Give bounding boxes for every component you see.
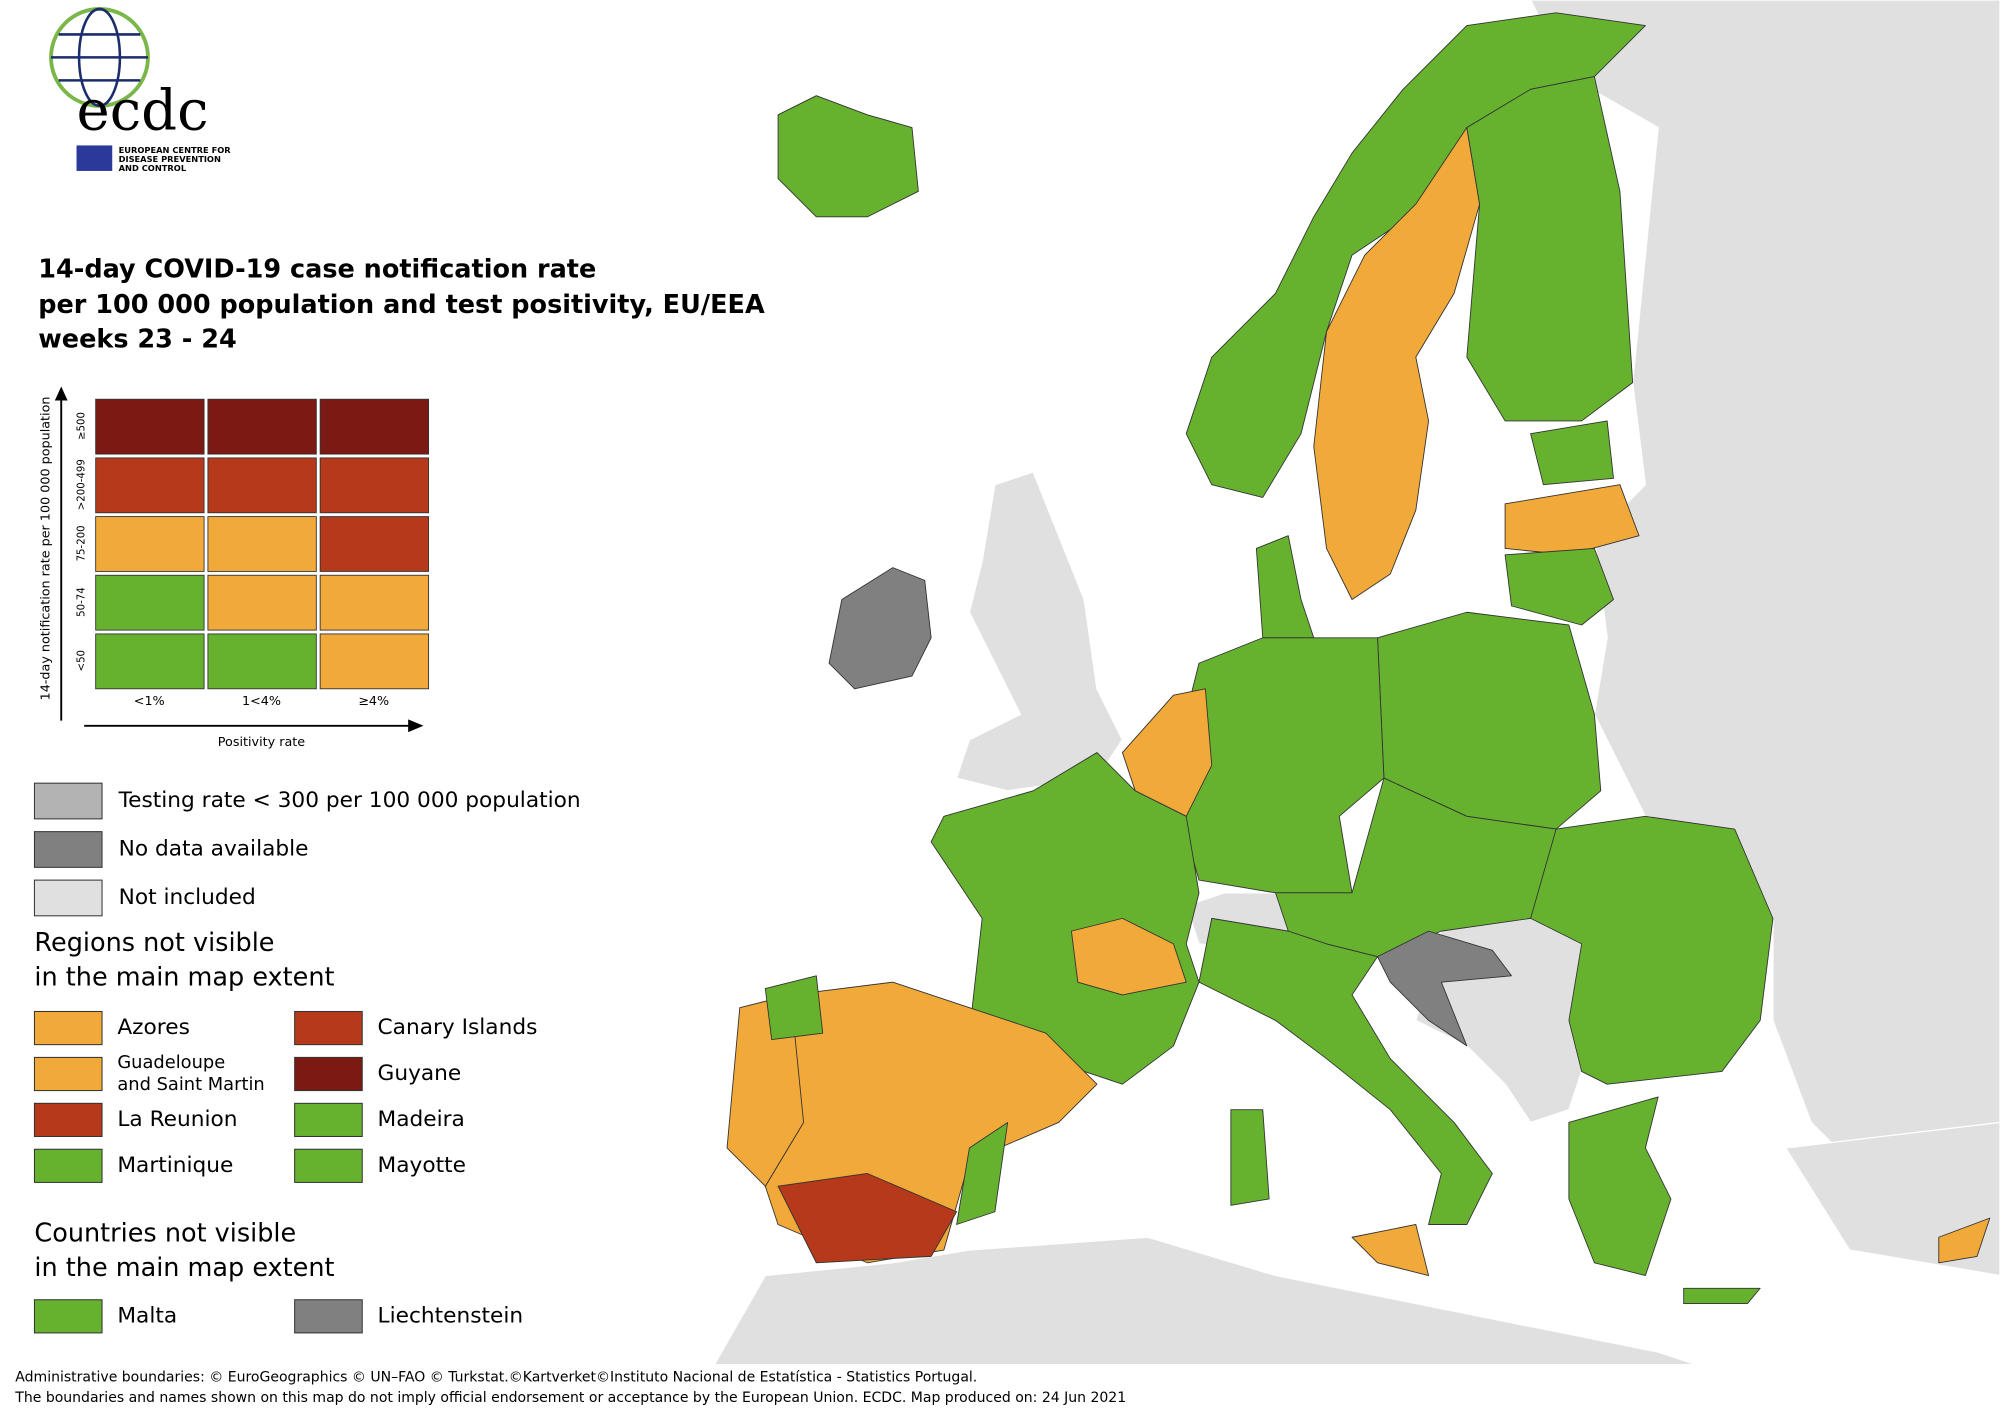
sardinia [1230, 1109, 1270, 1206]
france-centre [1070, 917, 1187, 996]
legend-swatch [33, 782, 103, 820]
matrix-cell [207, 398, 317, 455]
matrix-row-label: >200-499 [77, 459, 88, 510]
footer: The boundaries and names shown on this m… [14, 1390, 1126, 1406]
section-heading: Regions not visible [34, 928, 274, 958]
matrix-cell [207, 633, 317, 690]
legend-swatch [33, 1010, 103, 1046]
matrix-y-label: 14-day notification rate per 100 000 pop… [38, 397, 53, 701]
galicia [764, 975, 824, 1040]
chart-title: per 100 000 population and test positivi… [38, 290, 765, 320]
greece [1568, 1096, 1672, 1276]
section-heading: in the main map extent [34, 962, 334, 992]
legend-swatch [33, 1056, 103, 1092]
legend-label: Liechtenstein [378, 1303, 524, 1328]
legend-label: No data available [119, 836, 309, 861]
valencia [956, 1122, 1009, 1225]
matrix-row-label: 50-74 [77, 587, 88, 617]
footer: Administrative boundaries: © EuroGeograp… [15, 1370, 977, 1386]
sicily [1351, 1224, 1430, 1276]
matrix-cell [95, 398, 205, 455]
matrix-cell [319, 574, 430, 631]
matrix-column-label: ≥4% [358, 694, 389, 709]
background-land [713, 0, 2000, 1366]
croatia [1377, 930, 1512, 1047]
romania-bulgaria [1530, 815, 1774, 1085]
legend-label: Mayotte [378, 1153, 466, 1178]
legend-swatch [294, 1148, 363, 1183]
legend-label: Azores [117, 1015, 190, 1040]
matrix-column-label: <1% [134, 694, 165, 709]
logo-subtitle: AND CONTROL [119, 163, 187, 173]
logo-name: ecdc [77, 78, 209, 143]
legend-label: and Saint Martin [117, 1074, 264, 1095]
matrix-row-label: <50 [77, 650, 88, 672]
finland [1466, 76, 1634, 422]
matrix-row-label: 75-200 [77, 525, 88, 561]
logo-subtitle: DISEASE PREVENTION [119, 154, 221, 164]
matrix-column-label: 1<4% [242, 694, 281, 709]
legend-label: Testing rate < 300 per 100 000 populatio… [118, 788, 581, 813]
legend-label: Malta [117, 1303, 177, 1328]
logo: ecdc [49, 7, 209, 171]
matrix-cell [207, 516, 317, 572]
legend-label: Not included [119, 885, 256, 910]
legend-swatch [294, 1056, 363, 1092]
legend-swatch [33, 1148, 103, 1183]
uk [955, 471, 1124, 792]
matrix-cell [319, 457, 430, 514]
matrix-cell [95, 457, 205, 514]
section-heading: Countries not visible [34, 1219, 296, 1249]
legend-swatch [294, 1010, 363, 1046]
matrix-cell [95, 574, 205, 631]
matrix-cell [319, 516, 430, 572]
denmark [1255, 535, 1315, 639]
legend-label: La Reunion [117, 1107, 237, 1132]
sweden [1313, 127, 1481, 600]
legend-swatch [294, 1299, 363, 1334]
legend-label: Guyane [378, 1061, 462, 1086]
chart-title: weeks 23 - 24 [38, 325, 236, 355]
matrix-cell [207, 574, 317, 631]
italy [1198, 917, 1493, 1225]
legend-label: Madeira [378, 1107, 465, 1132]
y-axis-arrowhead [54, 386, 68, 401]
latvia [1504, 484, 1640, 556]
chart-title: 14-day COVID-19 case notification rate [38, 254, 596, 284]
matrix-cell [95, 516, 205, 572]
ireland [828, 567, 932, 690]
legend-swatch [294, 1102, 363, 1137]
x-axis-arrowhead [408, 719, 424, 733]
map-regions [726, 12, 1991, 1305]
cyprus [1938, 1217, 1991, 1264]
legend-swatch [33, 831, 103, 868]
legend-swatch [33, 1102, 103, 1137]
estonia [1530, 420, 1614, 486]
logo-subtitle: EUROPEAN CENTRE FOR [119, 145, 232, 155]
section-heading: in the main map extent [34, 1253, 334, 1283]
matrix-cell [319, 633, 430, 690]
crete [1683, 1287, 1761, 1305]
matrix-cell [319, 398, 430, 455]
legend-label: Guadeloupe [117, 1052, 225, 1073]
north-africa [713, 1236, 1697, 1366]
legend-swatch [33, 1299, 103, 1334]
legend-label: Canary Islands [378, 1015, 538, 1040]
matrix-cell [95, 633, 205, 690]
iceland [777, 95, 919, 218]
legend-swatch [33, 879, 103, 917]
lithuania [1504, 548, 1614, 626]
legend-label: Martinique [117, 1153, 233, 1178]
matrix-row-label: ≥500 [77, 412, 88, 440]
andalucia [777, 1173, 958, 1264]
eu-flag [76, 145, 113, 171]
matrix-cell [207, 457, 317, 514]
matrix-x-label: Positivity rate [218, 735, 306, 750]
